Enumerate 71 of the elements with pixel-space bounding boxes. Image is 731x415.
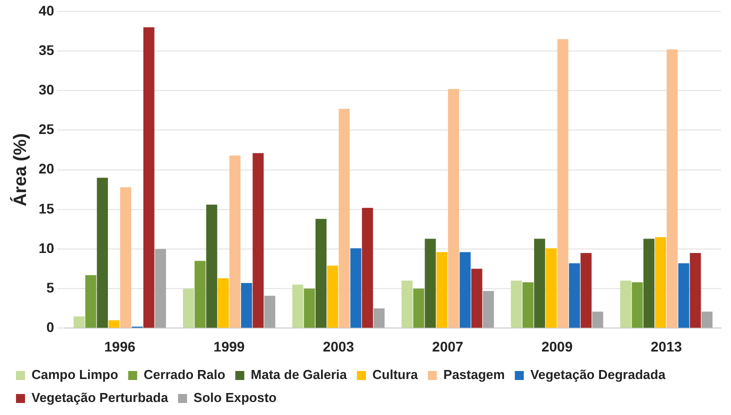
legend-label: Vegetação Perturbada: [32, 390, 169, 406]
y-tick-label: 30: [38, 81, 54, 98]
bar: [482, 290, 494, 328]
bar: [448, 89, 460, 328]
y-tick-label: 20: [38, 160, 54, 177]
y-tick-label: 25: [38, 121, 54, 138]
bar: [701, 312, 713, 328]
x-tick-label: 2013: [650, 338, 682, 354]
y-tick-label: 35: [38, 42, 54, 58]
y-tick-label: 15: [38, 200, 54, 216]
bar: [194, 260, 206, 328]
bar: [350, 248, 362, 328]
bar: [424, 238, 436, 328]
bar: [264, 296, 276, 328]
bar: [678, 263, 690, 328]
bar: [620, 280, 632, 328]
bar: [108, 320, 120, 328]
x-tick-label: 1996: [104, 338, 136, 354]
bar: [362, 208, 373, 328]
x-tick-label: 2009: [541, 338, 573, 354]
x-tick-label: 2003: [322, 338, 354, 354]
y-tick-label: 5: [46, 279, 54, 296]
bar: [292, 284, 304, 328]
bar: [436, 252, 448, 328]
legend-label: Campo Limpo: [32, 367, 118, 382]
bar: [546, 248, 557, 328]
bar: [592, 312, 604, 328]
legend-label: Cultura: [372, 367, 419, 382]
bar: [510, 280, 522, 328]
bar: [304, 288, 315, 328]
legend-label: Pastagem: [443, 367, 505, 382]
bar: [229, 156, 240, 328]
bar: [632, 282, 643, 328]
bar: [315, 218, 327, 328]
bar: [374, 308, 385, 328]
bar: [143, 27, 154, 328]
bar: [655, 237, 666, 328]
bar: [96, 178, 108, 328]
bar: [413, 288, 424, 328]
bar: [568, 263, 580, 328]
legend-label: Vegetação Degradada: [530, 367, 666, 382]
bar: [522, 282, 534, 328]
bar: [120, 187, 132, 328]
bar: [241, 283, 252, 328]
bar: [471, 268, 482, 328]
bar: [85, 275, 96, 328]
y-tick-label: 0: [46, 319, 54, 336]
bar: [182, 288, 194, 328]
bar: [154, 249, 166, 328]
legend-label: Cerrado Ralo: [144, 367, 226, 382]
legend-label: Mata de Galeria: [250, 367, 348, 382]
bar: [460, 252, 471, 328]
y-axis-title: Área (%): [10, 133, 30, 206]
y-tick-label: 10: [38, 240, 54, 256]
y-tick-label: 40: [38, 2, 54, 18]
bar: [327, 266, 338, 328]
bar: [690, 252, 701, 328]
bar: [666, 49, 678, 328]
bar: [252, 153, 264, 328]
bar: [218, 278, 229, 328]
bar: [643, 238, 654, 328]
bar: [580, 252, 592, 328]
bar: [402, 280, 413, 328]
bar: [534, 238, 546, 328]
bar: [557, 39, 568, 328]
legend-label: Solo Exposto: [194, 390, 277, 406]
bar: [338, 108, 350, 328]
x-tick-label: 2007: [432, 338, 464, 354]
bar: [74, 316, 85, 328]
x-tick-label: 1999: [214, 338, 245, 354]
bar: [206, 204, 218, 328]
